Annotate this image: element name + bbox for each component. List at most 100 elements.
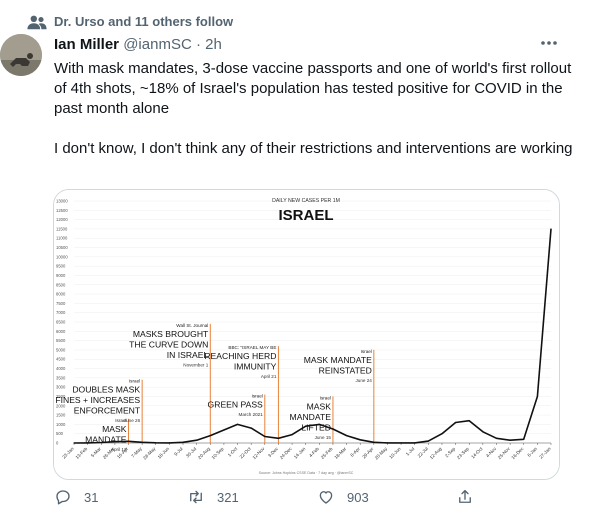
y-tick-label: 8000 [56, 292, 66, 297]
data-point [168, 442, 170, 444]
y-tick-label: 12000 [56, 217, 68, 222]
like-count: 903 [347, 489, 369, 505]
x-tick-label: 6-Jan [526, 446, 538, 458]
chart-subtitle: DAILY NEW CASES PER 1M [272, 198, 340, 204]
avatar-image [0, 34, 42, 76]
action-bar: 31 321 903 [54, 484, 559, 510]
y-tick-label: 5500 [56, 338, 66, 343]
y-tick-label: 4500 [56, 357, 66, 362]
data-point [427, 440, 429, 442]
annotation-source: Israel [115, 418, 126, 423]
y-tick-label: 11000 [56, 236, 68, 241]
tweet-text: With mask mandates, 3-dose vaccine passp… [54, 59, 574, 159]
y-tick-label: 9000 [56, 273, 66, 278]
reply-icon [56, 490, 70, 505]
retweet-count: 321 [217, 489, 239, 505]
annotation-date: April 21 [261, 374, 277, 379]
people-icon [27, 15, 47, 30]
annotation-source: Wall St. Journal [176, 323, 208, 328]
reply-count: 31 [84, 489, 99, 505]
annotation-source: Israel [361, 349, 372, 354]
data-point [291, 434, 293, 436]
annotation-label: MANDATE [85, 434, 127, 444]
data-point [550, 228, 552, 230]
data-point [87, 442, 89, 444]
data-point [332, 428, 334, 430]
y-tick-label: 13000 [56, 199, 68, 204]
data-point [345, 434, 348, 437]
author-name[interactable]: Ian Miller [54, 36, 120, 53]
data-point [155, 442, 157, 444]
annotation-label: IN ISRAEL [167, 350, 209, 360]
annotation-label: GREEN PASS [208, 400, 264, 410]
annotation-date: April 12 [111, 447, 127, 452]
tweet-media[interactable]: 13000 12500 12000 11500 11000 10500 10000 9500 9… [53, 189, 560, 480]
data-point [264, 435, 266, 438]
annotation-source: Israel [252, 394, 263, 399]
annotation-label: MASKS BROUGHT [133, 329, 209, 339]
avatar[interactable] [0, 34, 42, 76]
data-point [318, 423, 320, 425]
retweet-icon [190, 490, 202, 504]
x-tick-label: 9-Jul [173, 446, 184, 457]
annotation-date: June 15 [315, 435, 332, 440]
chart-source: Source: Johns Hopkins CSSE Data · 7 day … [259, 471, 354, 475]
y-tick-label: 6500 [56, 320, 66, 325]
data-point [141, 441, 143, 443]
data-point [509, 439, 511, 441]
y-tick-label: 5000 [56, 347, 66, 352]
like-button[interactable]: 903 [317, 484, 369, 510]
data-point [305, 425, 307, 427]
data-point [236, 423, 239, 425]
annotation-label: DOUBLES MASK [72, 385, 140, 395]
x-tick-label: 1-Jul [405, 446, 416, 457]
annotation-label: MANDATE [290, 412, 332, 422]
annotation-source: BBC: "ISRAEL MAY BE [228, 345, 276, 350]
data-point [182, 441, 184, 443]
data-point [468, 420, 470, 422]
data-point [441, 433, 443, 435]
annotation-date: June 24 [355, 378, 372, 383]
timestamp[interactable]: 2h [205, 36, 222, 53]
share-icon [459, 489, 471, 503]
y-tick-label: 2500 [56, 394, 66, 399]
annotation-label: REINSTATED [319, 365, 372, 375]
y-tick-label: 7000 [56, 310, 66, 315]
y-tick-label: 10500 [56, 245, 68, 250]
tweet-header: Ian Miller @ianmSC · 2h [54, 36, 222, 54]
social-context: Dr. Urso and 11 others follow [54, 14, 234, 29]
data-point [114, 441, 116, 443]
x-tick-label: 8-Apr [349, 446, 361, 458]
annotation-label: THE CURVE DOWN [129, 339, 208, 349]
annotation-date: November 1 [183, 362, 208, 367]
data-point [359, 439, 361, 441]
retweet-button[interactable]: 321 [187, 484, 239, 510]
more-icon[interactable] [540, 36, 558, 50]
share-button[interactable] [456, 484, 486, 510]
annotation-label: MASK [102, 424, 127, 434]
y-tick-label: 3500 [56, 375, 66, 380]
annotation-date: June 26 [124, 418, 141, 423]
data-point [250, 427, 252, 429]
y-tick-label: 8500 [56, 282, 66, 287]
data-point [196, 439, 198, 441]
data-point [127, 440, 130, 442]
data-point [373, 441, 375, 443]
annotation-label: MASK MANDATE [304, 355, 372, 365]
data-point [277, 437, 280, 439]
data-point [209, 434, 211, 437]
y-tick-label: 3000 [56, 385, 66, 390]
y-tick-label: 1000 [56, 422, 66, 427]
y-tick-label: 12500 [56, 208, 68, 213]
tweet-paragraph-2: I don't know, I don't think any of their… [54, 140, 573, 157]
annotation-source: Israel [320, 395, 331, 400]
author-handle[interactable]: @ianmSC [123, 36, 192, 53]
annotation-label: FINES + INCREASES [55, 395, 140, 405]
reply-button[interactable]: 31 [54, 484, 98, 510]
y-tick-label: 0 [56, 441, 59, 446]
data-point [523, 438, 525, 440]
data-point [455, 421, 457, 424]
y-tick-label: 10000 [56, 254, 68, 259]
data-point [386, 442, 389, 444]
annotation-label: MASK [307, 401, 332, 411]
